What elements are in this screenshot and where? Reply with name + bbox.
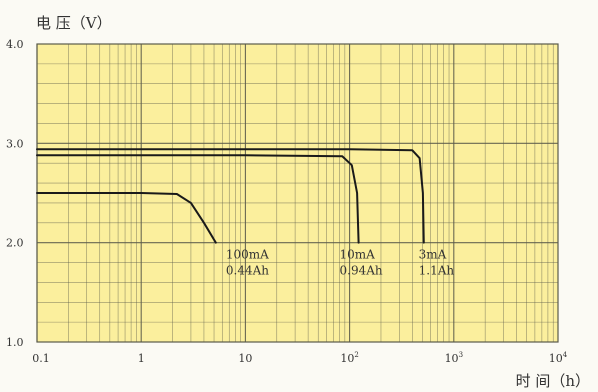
- discharge-curve-1: [36, 192, 217, 244]
- curve-annotation-current: 10mA: [340, 248, 376, 262]
- x-tick-label: 102: [340, 351, 358, 365]
- y-tick-label: 4.0: [6, 38, 24, 51]
- y-tick-label: 1.0: [6, 336, 24, 349]
- x-tick-label: 10: [238, 352, 252, 365]
- curve-annotation-capacity: 1.1Ah: [419, 264, 455, 278]
- curve-annotation-capacity: 0.94Ah: [340, 264, 383, 278]
- x-tick-label: 103: [445, 351, 463, 365]
- discharge-curve-3: [36, 148, 425, 244]
- y-axis-label: 电 压（V）: [36, 14, 112, 32]
- curve-annotation-current: 100mA: [226, 248, 269, 262]
- x-tick-label: 104: [549, 351, 568, 365]
- x-tick-label: 1: [138, 352, 145, 365]
- curves: [36, 148, 425, 244]
- y-tick-label: 2.0: [6, 237, 24, 250]
- curve-annotation-capacity: 0.44Ah: [226, 264, 269, 278]
- curve-annotation-current: 3mA: [419, 248, 447, 262]
- x-tick-label: 0.1: [32, 352, 50, 365]
- x-axis-label: 时 间（h）: [516, 372, 590, 390]
- discharge-curve-2: [36, 154, 360, 244]
- y-tick-label: 3.0: [6, 137, 24, 150]
- labels: 1.0 2.0 3.0 4.0 0.1 1 10 102 103 104 100mA 0.44Ah 10…: [6, 38, 568, 365]
